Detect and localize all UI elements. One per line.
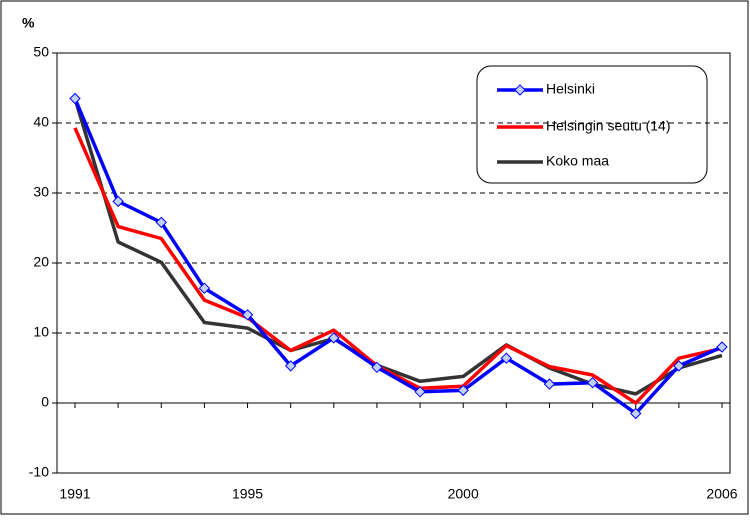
data-point [284, 360, 297, 372]
y-tick-label: 30 [33, 184, 49, 200]
data-point [198, 282, 211, 294]
data-point [673, 360, 685, 372]
legend: Helsinki Helsingin seutu (14) Koko maa [476, 65, 708, 184]
y-tick-label: 40 [33, 114, 49, 130]
x-tick-label: 1991 [59, 486, 90, 502]
x-tick-label: 2000 [448, 486, 479, 502]
legend-label: Helsinki [546, 81, 595, 97]
data-point [155, 216, 167, 229]
legend-label: Helsingin seutu (14) [546, 118, 671, 134]
data-point [371, 361, 383, 374]
data-point [457, 384, 469, 397]
data-point [69, 92, 81, 105]
data-point [112, 195, 124, 208]
y-tick-label: 50 [33, 44, 49, 60]
data-point [543, 378, 556, 390]
legend-marker [514, 84, 526, 96]
legend-box [476, 65, 708, 184]
y-tick-label: 10 [33, 324, 49, 340]
data-point [630, 407, 642, 420]
x-tick-label: 1995 [232, 486, 263, 502]
x-tick-label: 2006 [706, 486, 737, 502]
y-axis-label: % [22, 15, 35, 31]
data-point [500, 352, 513, 364]
data-point [328, 332, 340, 344]
legend-label: Koko maa [546, 153, 609, 169]
data-point [586, 376, 599, 389]
data-point [241, 309, 254, 321]
series-line [73, 127, 723, 405]
y-tick-label: 0 [41, 394, 49, 410]
data-point [716, 341, 728, 353]
y-tick-label: -10 [29, 464, 49, 480]
data-point [414, 386, 426, 398]
series-line [73, 97, 723, 416]
y-tick-label: 20 [33, 254, 49, 270]
